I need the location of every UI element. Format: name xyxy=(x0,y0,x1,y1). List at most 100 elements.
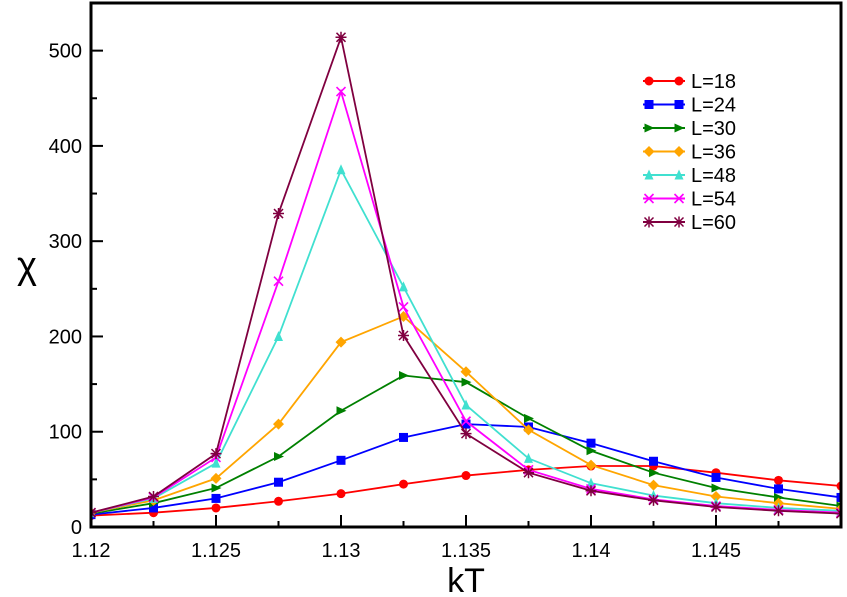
legend-label: L=48 xyxy=(691,165,736,187)
data-point xyxy=(710,491,722,503)
x-tick-label: 1.135 xyxy=(441,540,491,562)
data-point xyxy=(274,496,283,506)
data-point xyxy=(648,494,659,506)
data-point xyxy=(336,164,346,175)
legend-marker-left xyxy=(644,76,654,86)
legend-marker-right xyxy=(673,193,685,204)
y-tick-label: 300 xyxy=(49,231,82,253)
data-point xyxy=(649,468,659,478)
legend-marker-left xyxy=(643,216,655,228)
data-point xyxy=(586,438,596,448)
legend-marker-right xyxy=(673,216,685,228)
data-point xyxy=(711,472,721,482)
y-tick-label: 500 xyxy=(49,41,82,63)
data-point xyxy=(523,467,534,479)
data-point xyxy=(148,491,159,503)
data-point xyxy=(774,475,783,485)
series-group xyxy=(91,31,841,521)
legend-marker-right xyxy=(674,100,684,109)
data-point xyxy=(336,489,346,499)
data-point xyxy=(398,330,409,342)
legend-label: L=60 xyxy=(691,212,736,234)
series-L=36 xyxy=(91,310,841,519)
data-point xyxy=(461,377,472,387)
y-axis-title: χ xyxy=(17,245,37,287)
data-point xyxy=(523,424,534,436)
legend-item: L=24 xyxy=(643,95,736,117)
legend-item: L=36 xyxy=(643,142,736,164)
data-point xyxy=(335,31,347,43)
data-point xyxy=(460,366,472,378)
legend-marker-left xyxy=(644,123,655,133)
data-point xyxy=(461,419,471,429)
legend-label: L=54 xyxy=(691,189,736,211)
data-point xyxy=(524,413,534,423)
legend-marker-left xyxy=(644,169,654,180)
legend-marker-left xyxy=(643,193,655,204)
x-tick-label: 1.13 xyxy=(322,540,361,562)
legend-marker-right xyxy=(673,146,685,157)
data-point xyxy=(273,208,284,220)
data-point xyxy=(211,503,221,513)
data-point xyxy=(149,503,158,513)
legend-item: L=60 xyxy=(643,212,736,234)
data-point xyxy=(336,406,347,416)
data-point xyxy=(711,483,722,493)
legend-label: L=36 xyxy=(691,142,736,164)
legend: L=18L=24L=30L=36L=48L=54L=60 xyxy=(643,71,736,234)
data-point xyxy=(649,456,658,466)
data-point xyxy=(399,281,408,292)
x-tick-label: 1.145 xyxy=(691,540,741,562)
y-tick-label: 100 xyxy=(49,422,82,444)
legend-item: L=18 xyxy=(643,71,736,93)
y-tick-label: 400 xyxy=(49,136,82,158)
y-tick-label: 200 xyxy=(49,326,82,348)
legend-marker-left xyxy=(644,100,654,109)
data-point xyxy=(399,432,408,442)
data-point xyxy=(211,457,221,468)
data-point xyxy=(773,505,784,517)
data-point xyxy=(274,477,283,487)
series-line xyxy=(91,315,841,514)
data-point xyxy=(460,428,472,440)
legend-label: L=24 xyxy=(691,95,736,117)
data-point xyxy=(210,448,222,460)
data-point xyxy=(335,336,347,348)
data-point xyxy=(274,451,284,461)
data-point xyxy=(398,301,409,312)
data-point xyxy=(774,484,783,494)
legend-marker-right xyxy=(674,169,684,180)
data-point xyxy=(211,493,221,503)
legend-item: L=30 xyxy=(643,118,736,140)
data-point xyxy=(524,452,533,463)
y-tick-label: 0 xyxy=(71,517,82,539)
data-point xyxy=(274,330,283,341)
data-point xyxy=(210,472,222,484)
series-L=30 xyxy=(91,371,841,517)
legend-marker-right xyxy=(674,123,685,133)
legend-item: L=54 xyxy=(643,189,736,211)
data-point xyxy=(648,479,659,491)
data-point xyxy=(336,455,346,465)
x-tick-label: 1.12 xyxy=(72,540,111,562)
data-point xyxy=(585,485,597,497)
legend-item: L=48 xyxy=(643,165,736,187)
legend-label: L=18 xyxy=(691,71,736,93)
data-point xyxy=(399,371,409,381)
series-line xyxy=(91,374,841,515)
data-point xyxy=(461,471,471,481)
data-point xyxy=(461,399,471,410)
data-point xyxy=(273,418,284,430)
x-tick-label: 1.125 xyxy=(191,540,241,562)
data-point xyxy=(335,86,347,97)
legend-marker-left xyxy=(643,146,655,157)
data-point xyxy=(211,483,222,493)
legend-marker-right xyxy=(674,76,684,86)
x-tick-label: 1.14 xyxy=(572,540,611,562)
data-point xyxy=(460,416,472,427)
data-point xyxy=(585,459,597,471)
legend-label: L=30 xyxy=(691,118,736,140)
axes: 1.12 1.125 1.13 1.135 1.14 1.145 0 100 200 300 400… xyxy=(49,41,780,562)
data-point xyxy=(586,446,597,456)
